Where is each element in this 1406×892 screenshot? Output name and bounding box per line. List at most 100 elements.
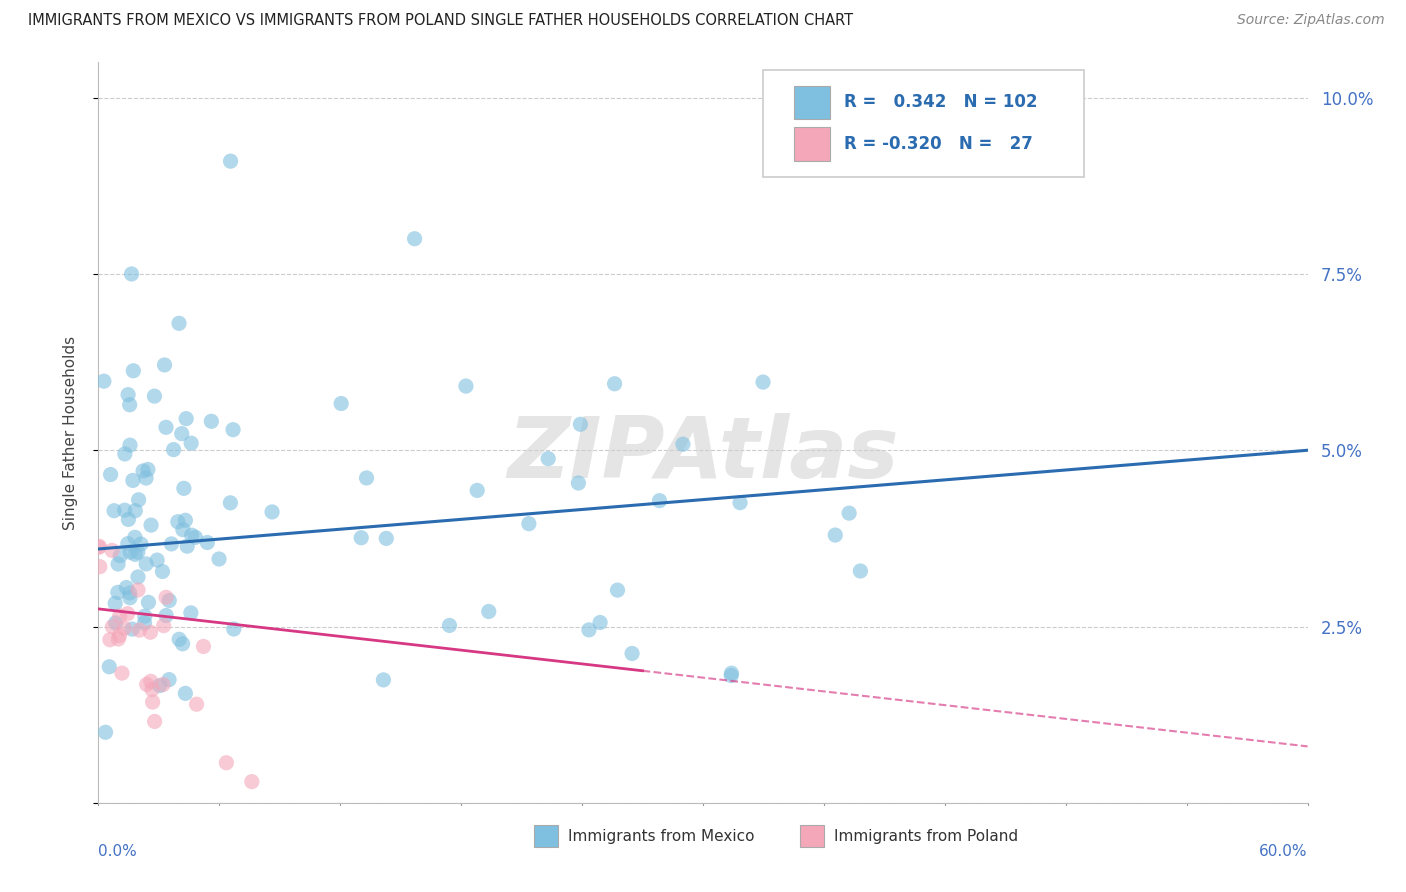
- Point: [517, 516, 540, 531]
- Point: [176, 539, 198, 553]
- Point: [167, 632, 190, 647]
- Point: [184, 530, 207, 544]
- Point: [120, 545, 142, 559]
- Point: [124, 547, 146, 561]
- Point: [849, 564, 872, 578]
- Text: ZIPAtlas: ZIPAtlas: [508, 413, 898, 496]
- Text: 0.0%: 0.0%: [98, 844, 138, 858]
- Point: [108, 609, 131, 624]
- Point: [132, 464, 155, 478]
- Point: [180, 436, 202, 450]
- Point: [138, 595, 160, 609]
- Point: [152, 565, 174, 579]
- Point: [155, 591, 177, 605]
- Point: [141, 682, 163, 697]
- Text: Immigrants from Poland: Immigrants from Poland: [834, 829, 1018, 844]
- Point: [101, 620, 124, 634]
- Point: [215, 756, 238, 770]
- Point: [139, 518, 162, 533]
- Text: 60.0%: 60.0%: [1260, 844, 1308, 858]
- Point: [153, 358, 176, 372]
- Point: [567, 475, 589, 490]
- Point: [121, 474, 143, 488]
- FancyBboxPatch shape: [794, 128, 830, 161]
- Point: [122, 364, 145, 378]
- Point: [108, 628, 131, 642]
- Point: [110, 549, 132, 563]
- Point: [114, 447, 136, 461]
- Point: [373, 673, 395, 687]
- Point: [103, 504, 125, 518]
- Point: [89, 559, 111, 574]
- Point: [104, 615, 127, 630]
- Point: [118, 586, 141, 600]
- Point: [193, 640, 215, 654]
- Point: [127, 582, 149, 597]
- Point: [117, 387, 139, 401]
- Point: [439, 618, 461, 632]
- Point: [121, 267, 143, 281]
- Point: [537, 451, 560, 466]
- Text: R = -0.320   N =   27: R = -0.320 N = 27: [845, 135, 1033, 153]
- Point: [603, 376, 626, 391]
- Point: [136, 462, 159, 476]
- Point: [87, 541, 110, 555]
- Point: [107, 557, 129, 571]
- Point: [142, 695, 165, 709]
- Point: [465, 483, 488, 498]
- Point: [720, 668, 742, 682]
- Point: [117, 512, 139, 526]
- Point: [100, 467, 122, 482]
- Point: [157, 593, 180, 607]
- Point: [330, 396, 353, 410]
- Point: [139, 625, 162, 640]
- Text: IMMIGRANTS FROM MEXICO VS IMMIGRANTS FROM POLAND SINGLE FATHER HOUSEHOLDS CORREL: IMMIGRANTS FROM MEXICO VS IMMIGRANTS FRO…: [28, 13, 853, 29]
- Point: [129, 537, 152, 551]
- Point: [166, 515, 188, 529]
- Point: [114, 503, 136, 517]
- Point: [262, 505, 284, 519]
- Point: [672, 437, 695, 451]
- Point: [172, 637, 194, 651]
- Point: [728, 496, 751, 510]
- Point: [89, 540, 111, 554]
- Point: [111, 666, 134, 681]
- Point: [240, 774, 263, 789]
- Point: [589, 615, 612, 630]
- Point: [124, 503, 146, 517]
- Point: [720, 666, 742, 681]
- Point: [208, 552, 231, 566]
- Point: [174, 686, 197, 700]
- Point: [94, 725, 117, 739]
- Point: [155, 420, 177, 434]
- Y-axis label: Single Father Households: Single Father Households: [63, 335, 77, 530]
- Point: [152, 618, 174, 632]
- Point: [107, 585, 129, 599]
- Point: [222, 423, 245, 437]
- Point: [569, 417, 592, 432]
- Point: [173, 481, 195, 495]
- Point: [121, 622, 143, 636]
- Point: [162, 442, 184, 457]
- Point: [134, 609, 156, 624]
- Point: [200, 414, 222, 428]
- Point: [134, 615, 156, 630]
- Point: [104, 596, 127, 610]
- Point: [157, 673, 180, 687]
- Point: [219, 154, 242, 169]
- Point: [356, 471, 378, 485]
- Point: [404, 232, 426, 246]
- Point: [101, 543, 124, 558]
- Point: [170, 426, 193, 441]
- FancyBboxPatch shape: [763, 70, 1084, 178]
- Point: [118, 591, 141, 605]
- Point: [838, 506, 860, 520]
- Point: [578, 623, 600, 637]
- Point: [155, 608, 177, 623]
- Point: [135, 677, 157, 691]
- Point: [375, 532, 398, 546]
- Point: [98, 632, 121, 647]
- Point: [124, 530, 146, 544]
- Point: [127, 545, 149, 559]
- Point: [128, 492, 150, 507]
